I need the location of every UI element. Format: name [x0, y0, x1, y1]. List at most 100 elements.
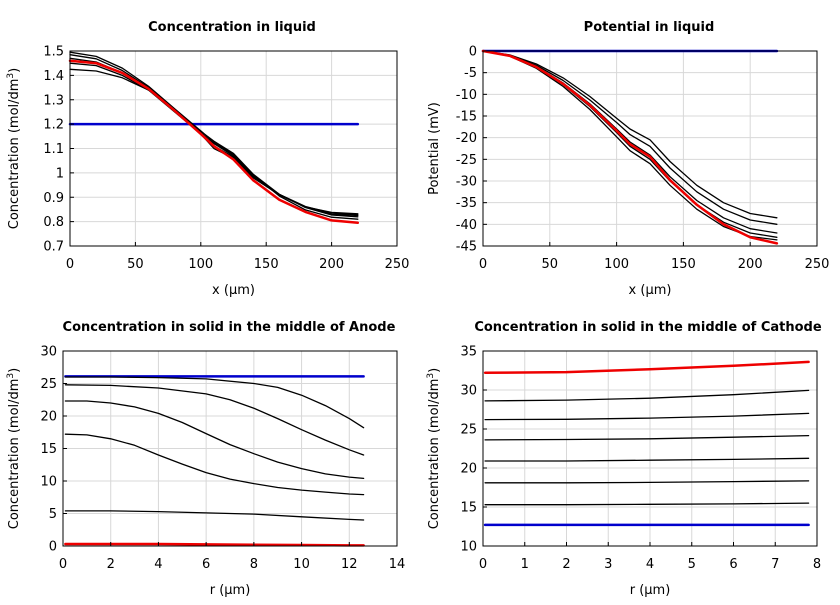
x-tick-label: 0: [479, 257, 487, 272]
series-line-t4: [69, 54, 359, 218]
y-tick-label: 30: [40, 345, 57, 360]
y-axis-label-main: Concentration (mol/dm: [7, 379, 22, 530]
x-axis-label: r (µm): [210, 583, 251, 598]
x-tick-label: 200: [738, 257, 763, 272]
series-line-t6: [484, 389, 810, 402]
series-line-t4: [64, 433, 365, 496]
y-tick-label: 0.9: [43, 191, 64, 206]
series-line-t5: [64, 510, 365, 521]
series-line-t2: [64, 384, 365, 456]
y-tick-label: -10: [456, 88, 477, 103]
series-line-final: [64, 542, 365, 547]
y-axis-label-main: Concentration (mol/dm: [427, 379, 442, 530]
y-tick-label: 15: [40, 442, 57, 457]
x-tick-label: 6: [729, 557, 737, 572]
x-tick-label: 5: [688, 557, 696, 572]
x-tick-label: 1: [521, 557, 529, 572]
y-tick-label: -45: [456, 240, 477, 255]
y-tick-label: 20: [40, 410, 57, 425]
x-tick-label: 50: [542, 257, 559, 272]
series-line-t5: [484, 412, 810, 421]
y-tick-label: 15: [460, 501, 477, 516]
series-line-t2: [69, 62, 359, 216]
y-axis-label: Concentration (mol/dm3): [6, 368, 22, 530]
y-axis-label-end: ): [7, 68, 22, 73]
x-tick-label: 7: [771, 557, 779, 572]
y-axis-label: Potential (mV): [427, 102, 442, 195]
chart-4: 0 1 2 3 4 5 6 7 8 10 15 20 25 30 35 Concentration in so…: [426, 320, 822, 598]
x-tick-label: 14: [389, 557, 406, 572]
y-tick-label: 1: [56, 166, 64, 181]
x-tick-label: 150: [254, 257, 279, 272]
y-tick-label: 25: [460, 423, 477, 438]
y-tick-label: 25: [40, 377, 57, 392]
x-tick-label: 250: [385, 257, 410, 272]
x-tick-label: 250: [805, 257, 830, 272]
x-tick-label: 2: [562, 557, 570, 572]
y-tick-label: 1.1: [43, 142, 64, 157]
x-tick-label: 100: [604, 257, 629, 272]
y-tick-label: 10: [460, 540, 477, 555]
y-tick-label: 30: [460, 384, 477, 399]
series-line-t2: [482, 50, 778, 225]
series-line-t1: [64, 376, 365, 429]
x-tick-label: 4: [646, 557, 654, 572]
series-line-final: [68, 59, 360, 225]
chart-3: 0 2 4 6 8 10 12 14 0 5 10 15 20 25 30 Concentration in …: [6, 320, 405, 598]
chart-title: Concentration in solid in the middle of …: [474, 320, 822, 335]
y-tick-label: -15: [456, 110, 477, 125]
y-axis-label-superscript: 3: [426, 373, 436, 379]
series-line-t3: [482, 50, 778, 234]
series-line-final: [483, 360, 810, 375]
x-tick-label: 8: [813, 557, 821, 572]
x-tick-label: 0: [479, 557, 487, 572]
x-axis-label: r (µm): [630, 583, 671, 598]
x-tick-label: 0: [59, 557, 67, 572]
y-tick-label: 1.2: [43, 118, 64, 133]
x-tick-label: 8: [250, 557, 258, 572]
series-line-final: [481, 49, 779, 245]
series-line-t4: [484, 434, 810, 441]
y-axis-label: Concentration (mol/dm3): [426, 368, 442, 530]
x-tick-label: 2: [107, 557, 115, 572]
series-line-t5: [69, 51, 359, 220]
x-tick-label: 200: [319, 257, 344, 272]
y-axis-label-superscript: 3: [6, 73, 16, 79]
y-tick-label: 0: [469, 45, 477, 60]
chart-title: Concentration in solid in the middle of …: [63, 320, 396, 335]
y-axis-label-end: ): [7, 368, 22, 373]
y-tick-label: 10: [40, 475, 57, 490]
y-tick-label: 0: [49, 540, 57, 555]
y-tick-label: 1.5: [43, 45, 64, 60]
y-tick-label: 5: [49, 507, 57, 522]
x-tick-label: 100: [188, 257, 213, 272]
x-tick-label: 4: [154, 557, 162, 572]
x-tick-label: 3: [604, 557, 612, 572]
y-tick-label: 1.3: [43, 93, 64, 108]
x-tick-label: 50: [127, 257, 144, 272]
series-line-t3: [64, 400, 365, 480]
x-tick-label: 6: [202, 557, 210, 572]
y-tick-label: -20: [456, 131, 477, 146]
chart-title: Concentration in liquid: [148, 20, 316, 35]
plot-frame: [482, 50, 818, 247]
y-axis-label: Concentration (mol/dm3): [6, 68, 22, 230]
x-tick-label: 12: [341, 557, 358, 572]
y-tick-label: 0.8: [43, 215, 64, 230]
y-tick-label: 0.7: [43, 240, 64, 255]
y-axis-label-end: ): [427, 368, 442, 373]
series-line-t1: [482, 50, 778, 219]
chart-title: Potential in liquid: [584, 20, 715, 35]
y-axis-label-superscript: 3: [6, 373, 16, 379]
y-axis-label-main: Concentration (mol/dm: [7, 79, 22, 230]
y-tick-label: -5: [464, 66, 477, 81]
y-tick-label: -40: [456, 218, 477, 233]
chart-2: 0 50 100 150 200 250 -45 -40 -35 -30 -25 -20 -15 -10 -…: [427, 20, 829, 298]
chart-1: 0 50 100 150 200 250 0.7 0.8 0.9 1 1.1 1.2 1.3 1.4 1.5…: [6, 20, 409, 298]
series-line-t2: [484, 480, 810, 484]
y-tick-label: -35: [456, 196, 477, 211]
y-tick-label: 1.4: [43, 69, 64, 84]
x-axis-label: x (µm): [629, 283, 672, 298]
x-tick-label: 10: [293, 557, 310, 572]
